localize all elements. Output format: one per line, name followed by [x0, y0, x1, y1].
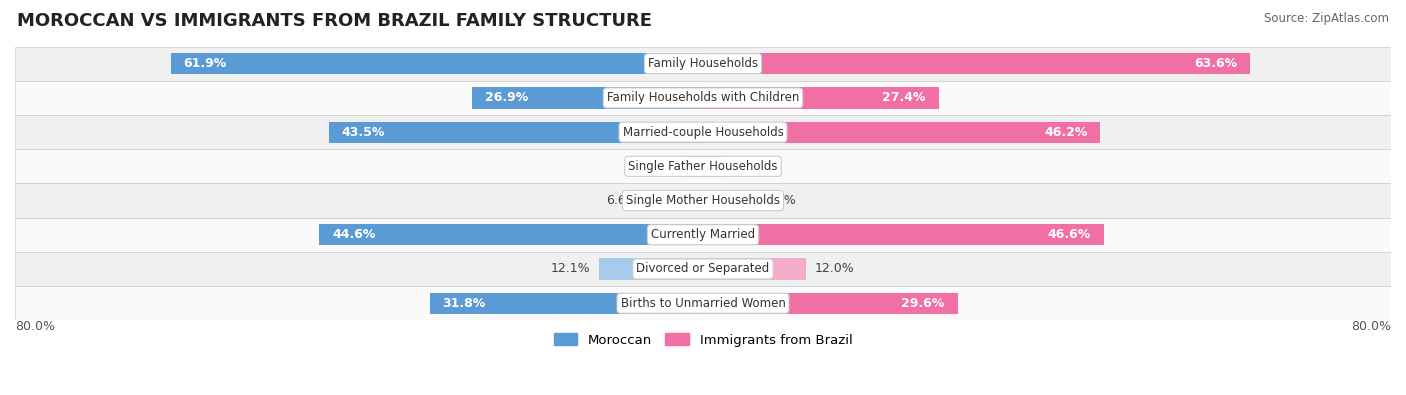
- Bar: [685, 156, 703, 177]
- Text: 2.2%: 2.2%: [644, 160, 675, 173]
- Text: 12.1%: 12.1%: [551, 263, 591, 275]
- FancyBboxPatch shape: [15, 149, 1391, 183]
- Bar: [170, 53, 703, 74]
- FancyBboxPatch shape: [15, 183, 1391, 218]
- Text: 63.6%: 63.6%: [1194, 57, 1237, 70]
- Text: 80.0%: 80.0%: [15, 320, 55, 333]
- Text: Source: ZipAtlas.com: Source: ZipAtlas.com: [1264, 12, 1389, 25]
- Text: 46.6%: 46.6%: [1047, 228, 1091, 241]
- Text: Family Households: Family Households: [648, 57, 758, 70]
- Text: Single Father Households: Single Father Households: [628, 160, 778, 173]
- Bar: [703, 122, 1101, 143]
- Text: 43.5%: 43.5%: [342, 126, 385, 139]
- Text: Family Households with Children: Family Households with Children: [607, 91, 799, 104]
- FancyBboxPatch shape: [15, 252, 1391, 286]
- Text: 29.6%: 29.6%: [901, 297, 945, 310]
- Bar: [429, 293, 703, 314]
- Bar: [471, 87, 703, 109]
- Legend: Moroccan, Immigrants from Brazil: Moroccan, Immigrants from Brazil: [548, 328, 858, 352]
- Text: 80.0%: 80.0%: [1351, 320, 1391, 333]
- Text: Divorced or Separated: Divorced or Separated: [637, 263, 769, 275]
- FancyBboxPatch shape: [15, 81, 1391, 115]
- Text: Currently Married: Currently Married: [651, 228, 755, 241]
- Bar: [703, 53, 1250, 74]
- Text: Births to Unmarried Women: Births to Unmarried Women: [620, 297, 786, 310]
- Bar: [703, 190, 755, 211]
- Bar: [703, 224, 1104, 245]
- Bar: [647, 190, 703, 211]
- FancyBboxPatch shape: [15, 218, 1391, 252]
- Text: 44.6%: 44.6%: [332, 228, 375, 241]
- FancyBboxPatch shape: [15, 286, 1391, 320]
- Text: 12.0%: 12.0%: [815, 263, 855, 275]
- Text: 27.4%: 27.4%: [882, 91, 925, 104]
- Bar: [703, 293, 957, 314]
- Bar: [319, 224, 703, 245]
- FancyBboxPatch shape: [15, 115, 1391, 149]
- Bar: [703, 156, 721, 177]
- Text: 2.2%: 2.2%: [731, 160, 762, 173]
- Text: Single Mother Households: Single Mother Households: [626, 194, 780, 207]
- Text: 46.2%: 46.2%: [1045, 126, 1087, 139]
- Text: Married-couple Households: Married-couple Households: [623, 126, 783, 139]
- Bar: [329, 122, 703, 143]
- Text: 26.9%: 26.9%: [485, 91, 527, 104]
- Text: 6.6%: 6.6%: [606, 194, 638, 207]
- Bar: [703, 87, 939, 109]
- Text: MOROCCAN VS IMMIGRANTS FROM BRAZIL FAMILY STRUCTURE: MOROCCAN VS IMMIGRANTS FROM BRAZIL FAMIL…: [17, 12, 652, 30]
- Text: 31.8%: 31.8%: [443, 297, 485, 310]
- Text: 6.1%: 6.1%: [763, 194, 796, 207]
- Bar: [599, 258, 703, 280]
- FancyBboxPatch shape: [15, 47, 1391, 81]
- Bar: [703, 258, 806, 280]
- Text: 61.9%: 61.9%: [184, 57, 226, 70]
